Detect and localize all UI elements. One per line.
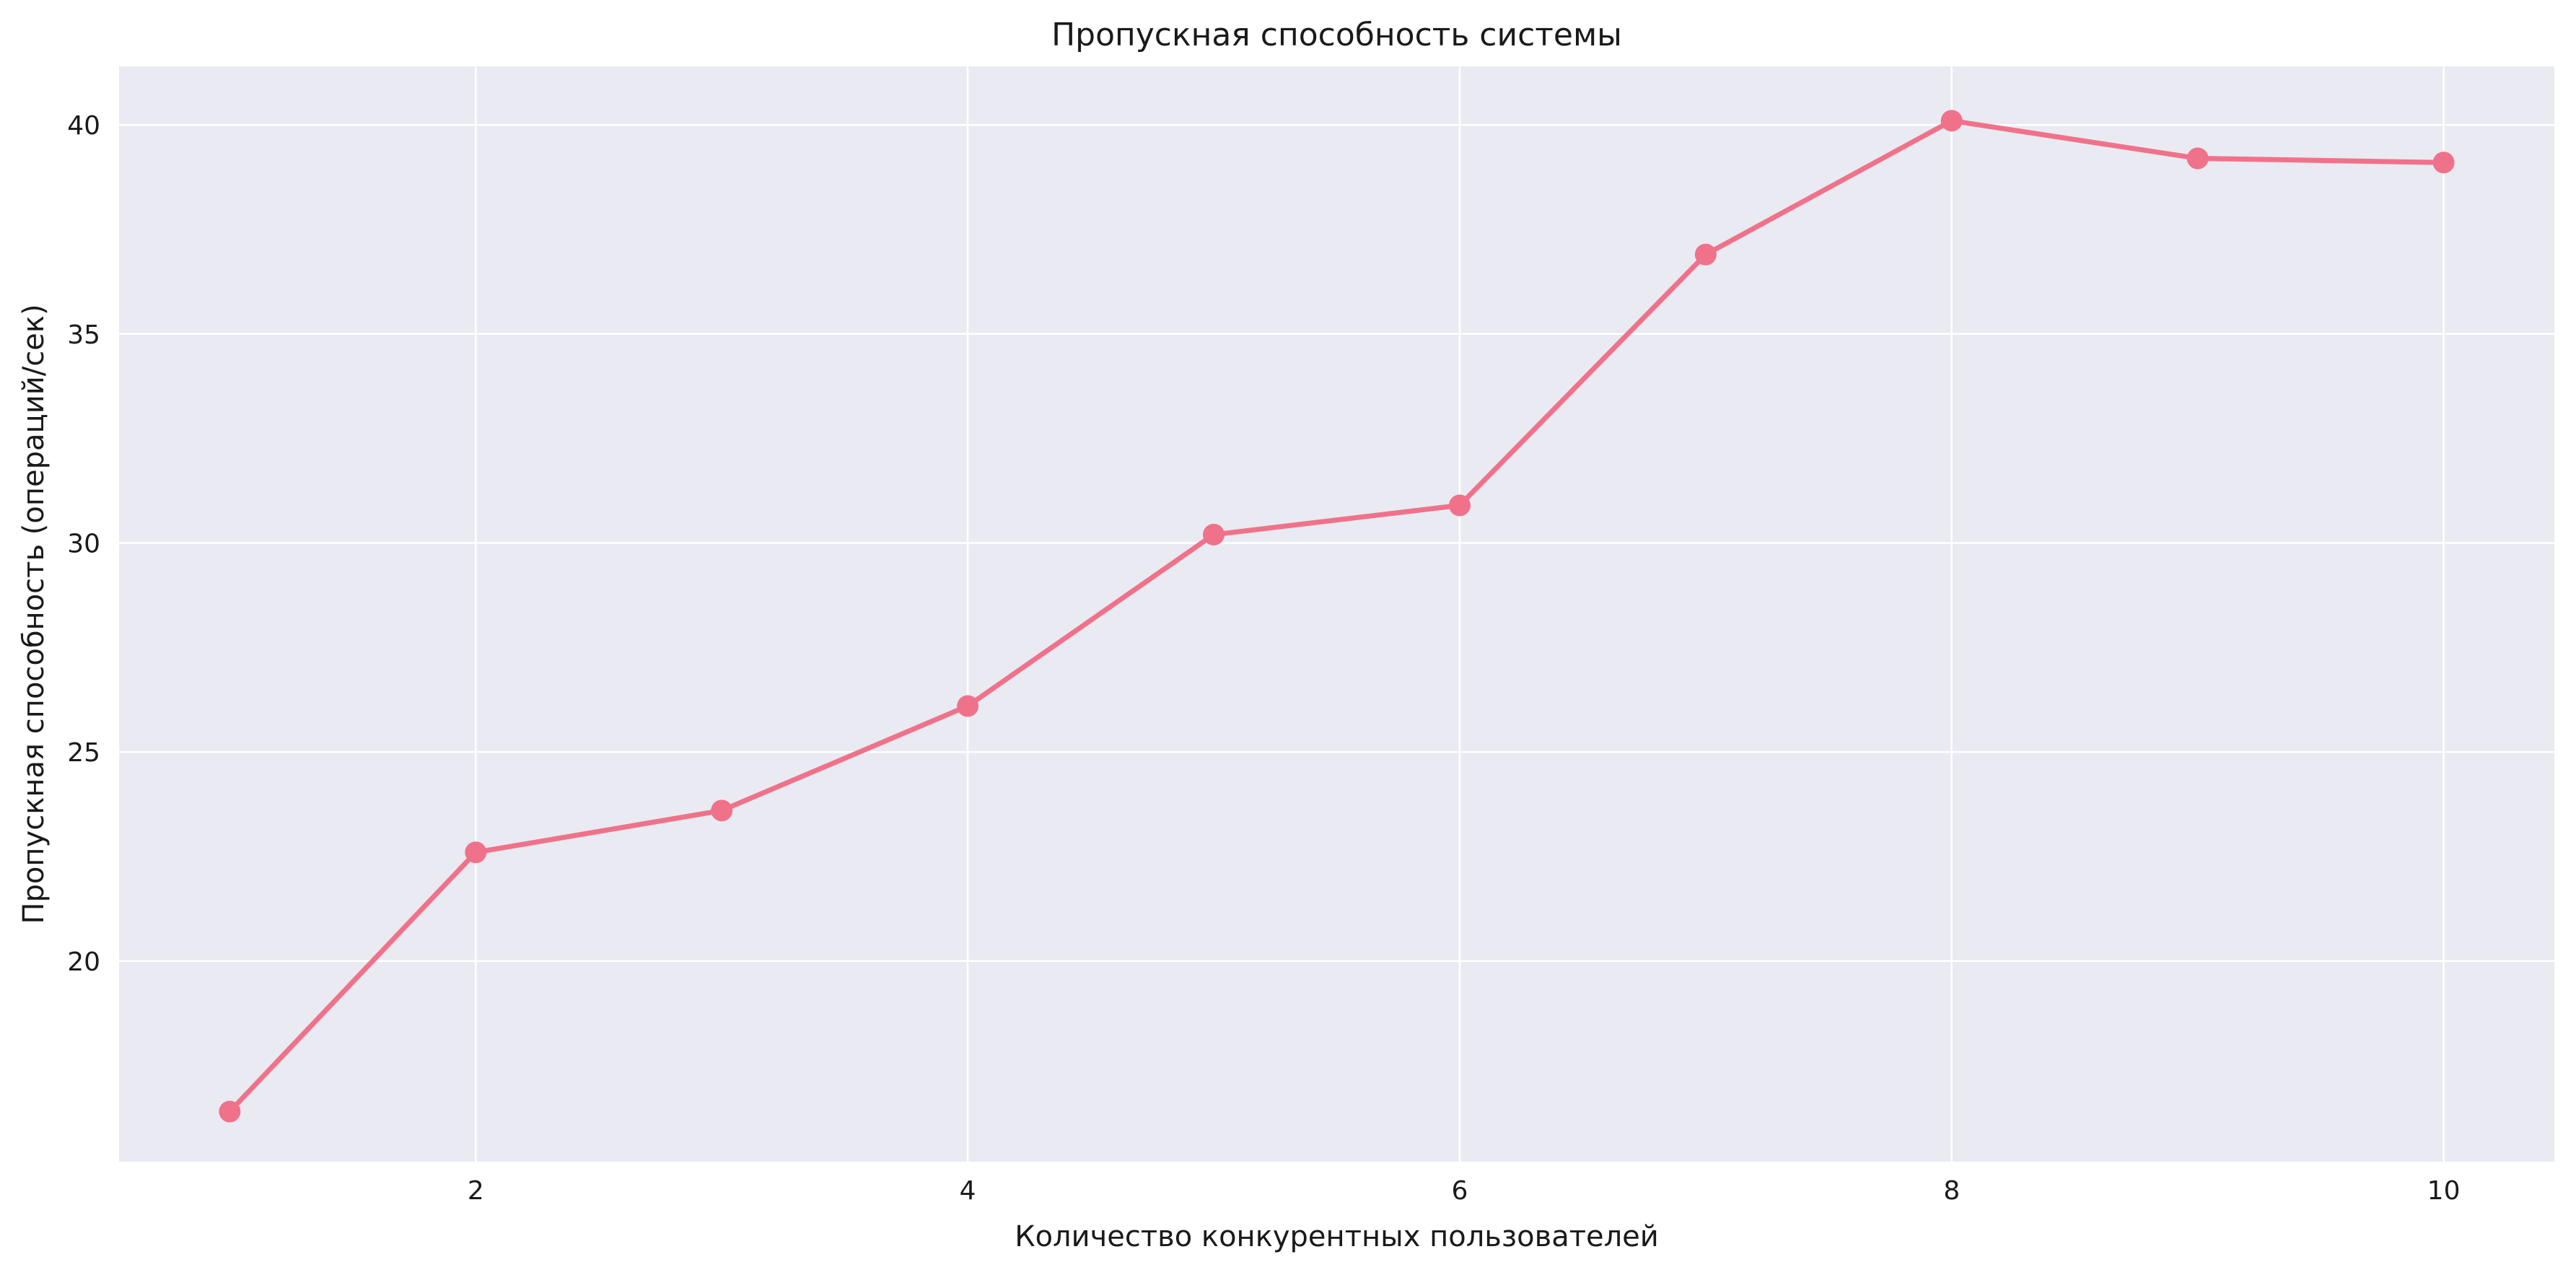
y-axis-title: Пропускная способность (операций/сек) — [17, 304, 51, 924]
data-point — [1694, 243, 1717, 266]
x-axis-title: Количество конкурентных пользователей — [1015, 1220, 1659, 1253]
data-point — [711, 799, 733, 822]
data-point — [957, 695, 979, 717]
y-tick-label: 25 — [67, 738, 100, 768]
data-point — [2186, 147, 2209, 170]
data-point — [1448, 494, 1471, 517]
data-point — [1940, 110, 1963, 132]
y-tick-label: 35 — [67, 320, 100, 350]
data-point — [219, 1100, 241, 1123]
data-point — [465, 841, 487, 864]
chart-title: Пропускная способность системы — [1051, 17, 1622, 53]
x-tick-label: 10 — [2427, 1176, 2461, 1206]
y-tick-labels: 20 25 30 35 40 — [67, 111, 100, 977]
x-tick-label: 2 — [468, 1176, 484, 1206]
x-tick-label: 4 — [960, 1176, 976, 1206]
plot-background — [119, 66, 2554, 1162]
x-tick-label: 8 — [1943, 1176, 1960, 1206]
x-tick-labels: 2 4 6 8 10 — [468, 1176, 2461, 1206]
y-tick-label: 20 — [67, 947, 100, 977]
data-point — [1203, 523, 1225, 546]
data-point — [2432, 152, 2455, 174]
y-tick-label: 40 — [67, 111, 100, 141]
y-tick-label: 30 — [67, 530, 100, 559]
grid-lines — [119, 66, 2554, 1162]
series-layer — [219, 110, 2455, 1123]
x-tick-label: 6 — [1452, 1176, 1468, 1206]
series-line — [227, 118, 2447, 1114]
